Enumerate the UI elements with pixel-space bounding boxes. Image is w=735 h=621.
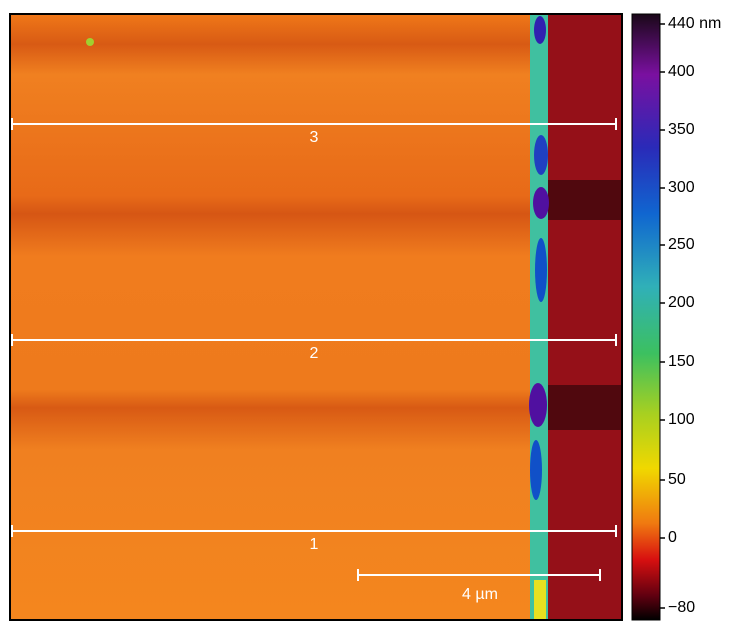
colorbar-tick-label: 440 nm xyxy=(668,15,721,32)
colorbar-gradient xyxy=(631,13,661,621)
profile-label: 2 xyxy=(310,345,319,362)
profile-label: 3 xyxy=(310,129,319,146)
blob xyxy=(533,187,549,219)
blob xyxy=(535,238,547,302)
colorbar-tick-label: 0 xyxy=(668,529,677,546)
blob xyxy=(529,383,547,427)
image-border xyxy=(9,13,623,621)
profile-lines xyxy=(11,118,617,581)
afm-image: 3 2 1 4 µm xyxy=(9,13,623,621)
trench-tail xyxy=(534,580,546,620)
colorbar: 440 nm 400 350 300 250 200 150 100 50 0 −80 xyxy=(631,13,721,621)
colorbar-tick-label: 250 xyxy=(668,236,695,253)
colorbar-tick-label: 150 xyxy=(668,353,695,370)
dark-band xyxy=(548,385,622,430)
trench xyxy=(530,14,548,620)
surface xyxy=(10,14,622,620)
dark-region xyxy=(548,14,622,620)
scale-bar-label: 4 µm xyxy=(462,586,498,603)
dark-band xyxy=(548,180,622,220)
particle xyxy=(86,38,94,46)
colorbar-tick-label: 50 xyxy=(668,471,686,488)
blob xyxy=(534,16,546,44)
colorbar-tick-label: 100 xyxy=(668,411,695,428)
colorbar-tick-label: 350 xyxy=(668,121,695,138)
blob xyxy=(534,135,548,175)
colorbar-tick-label: 400 xyxy=(668,63,695,80)
colorbar-tick-label: 300 xyxy=(668,179,695,196)
profile-label: 1 xyxy=(310,536,319,553)
blob xyxy=(530,440,542,500)
colorbar-tick-label: 200 xyxy=(668,294,695,311)
colorbar-tick-label: −80 xyxy=(668,599,695,616)
